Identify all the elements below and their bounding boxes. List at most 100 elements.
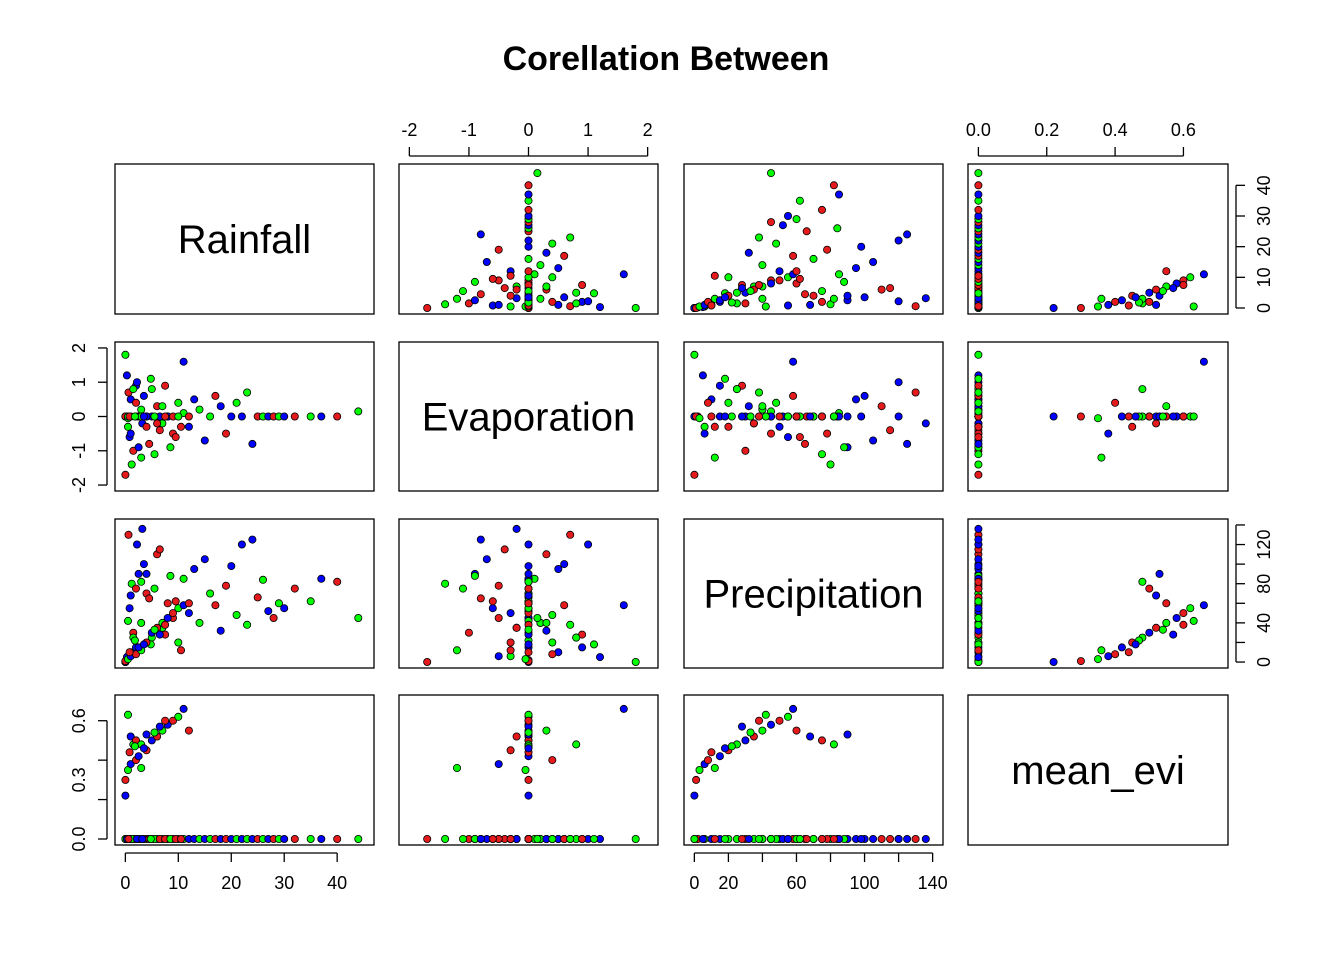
data-point bbox=[767, 429, 776, 438]
data-point bbox=[755, 233, 764, 242]
data-point bbox=[829, 412, 838, 421]
data-point bbox=[974, 562, 983, 571]
data-point bbox=[911, 388, 920, 397]
data-point bbox=[1111, 398, 1120, 407]
data-point bbox=[423, 303, 432, 312]
data-point bbox=[974, 350, 983, 359]
data-point bbox=[258, 575, 267, 584]
data-point bbox=[857, 242, 866, 251]
data-point bbox=[476, 835, 485, 844]
data-point bbox=[801, 439, 810, 448]
data-point bbox=[721, 835, 730, 844]
data-point bbox=[903, 230, 912, 239]
data-point bbox=[572, 633, 581, 642]
data-point bbox=[560, 251, 569, 260]
data-point bbox=[176, 422, 185, 431]
data-point bbox=[1076, 303, 1085, 312]
data-point bbox=[211, 391, 220, 400]
data-point bbox=[1152, 623, 1161, 632]
data-point bbox=[533, 835, 542, 844]
data-point bbox=[1097, 453, 1106, 462]
data-point bbox=[1145, 297, 1154, 306]
data-point bbox=[354, 614, 363, 623]
data-point bbox=[124, 710, 133, 719]
data-point bbox=[829, 835, 838, 844]
data-point bbox=[775, 716, 784, 725]
data-point bbox=[818, 287, 827, 296]
data-point bbox=[784, 412, 793, 421]
data-point bbox=[542, 550, 551, 559]
data-point bbox=[1094, 302, 1103, 311]
data-point bbox=[1189, 412, 1198, 421]
data-point bbox=[974, 577, 983, 586]
data-point bbox=[710, 453, 719, 462]
tick-label: 60 bbox=[786, 873, 806, 893]
data-point bbox=[578, 280, 587, 289]
data-point bbox=[174, 412, 183, 421]
data-point bbox=[886, 284, 895, 293]
data-point bbox=[572, 299, 581, 308]
data-point bbox=[829, 740, 838, 749]
data-point bbox=[129, 385, 138, 394]
data-point bbox=[974, 614, 983, 623]
data-point bbox=[139, 744, 148, 753]
data-point bbox=[974, 555, 983, 564]
data-point bbox=[1124, 412, 1133, 421]
data-point bbox=[134, 569, 143, 578]
tick-label: 10 bbox=[1254, 267, 1274, 287]
data-point bbox=[512, 285, 521, 294]
data-point bbox=[792, 267, 801, 276]
data-point bbox=[835, 190, 844, 199]
data-point bbox=[139, 560, 148, 569]
panel-Evaporation-Rainfall bbox=[114, 341, 375, 492]
data-point bbox=[441, 300, 450, 309]
tick-label: -1 bbox=[461, 120, 477, 140]
data-point bbox=[894, 835, 903, 844]
data-point bbox=[184, 412, 193, 421]
data-point bbox=[232, 611, 241, 620]
tick-label: 0.0 bbox=[69, 826, 89, 851]
data-point bbox=[789, 251, 798, 260]
data-point bbox=[784, 211, 793, 220]
data-point bbox=[795, 835, 804, 844]
data-point bbox=[869, 835, 878, 844]
data-point bbox=[132, 540, 141, 549]
data-point bbox=[823, 429, 832, 438]
data-point bbox=[974, 604, 983, 613]
data-point bbox=[894, 236, 903, 245]
data-point bbox=[974, 433, 983, 442]
data-point bbox=[317, 412, 326, 421]
data-point bbox=[524, 584, 533, 593]
data-point bbox=[458, 287, 467, 296]
data-point bbox=[146, 835, 155, 844]
data-point bbox=[857, 835, 866, 844]
data-point bbox=[795, 196, 804, 205]
data-point bbox=[488, 604, 497, 613]
tick-label: 2 bbox=[643, 120, 653, 140]
data-point bbox=[494, 760, 503, 769]
data-point bbox=[137, 764, 146, 773]
data-point bbox=[137, 453, 146, 462]
data-point bbox=[248, 439, 257, 448]
data-point bbox=[767, 720, 776, 729]
tick-label: 0 bbox=[120, 873, 130, 893]
data-point bbox=[494, 300, 503, 309]
data-point bbox=[142, 422, 151, 431]
data-point bbox=[818, 450, 827, 459]
data-point bbox=[542, 248, 551, 257]
data-point bbox=[789, 704, 798, 713]
data-point bbox=[155, 426, 164, 435]
tick-label: 30 bbox=[274, 873, 294, 893]
data-point bbox=[1162, 599, 1171, 608]
data-point bbox=[852, 264, 861, 273]
panel-Precipitation-Precipitation: Precipitation bbox=[683, 518, 944, 669]
data-point bbox=[761, 412, 770, 421]
data-point bbox=[724, 398, 733, 407]
data-point bbox=[506, 835, 515, 844]
panel-frame bbox=[683, 163, 944, 315]
data-point bbox=[1152, 419, 1161, 428]
data-point bbox=[548, 239, 557, 248]
panels: Rainfall Evaporation Precipitation mean_evi… bbox=[69, 120, 1274, 893]
data-point bbox=[542, 618, 551, 627]
data-point bbox=[784, 835, 793, 844]
